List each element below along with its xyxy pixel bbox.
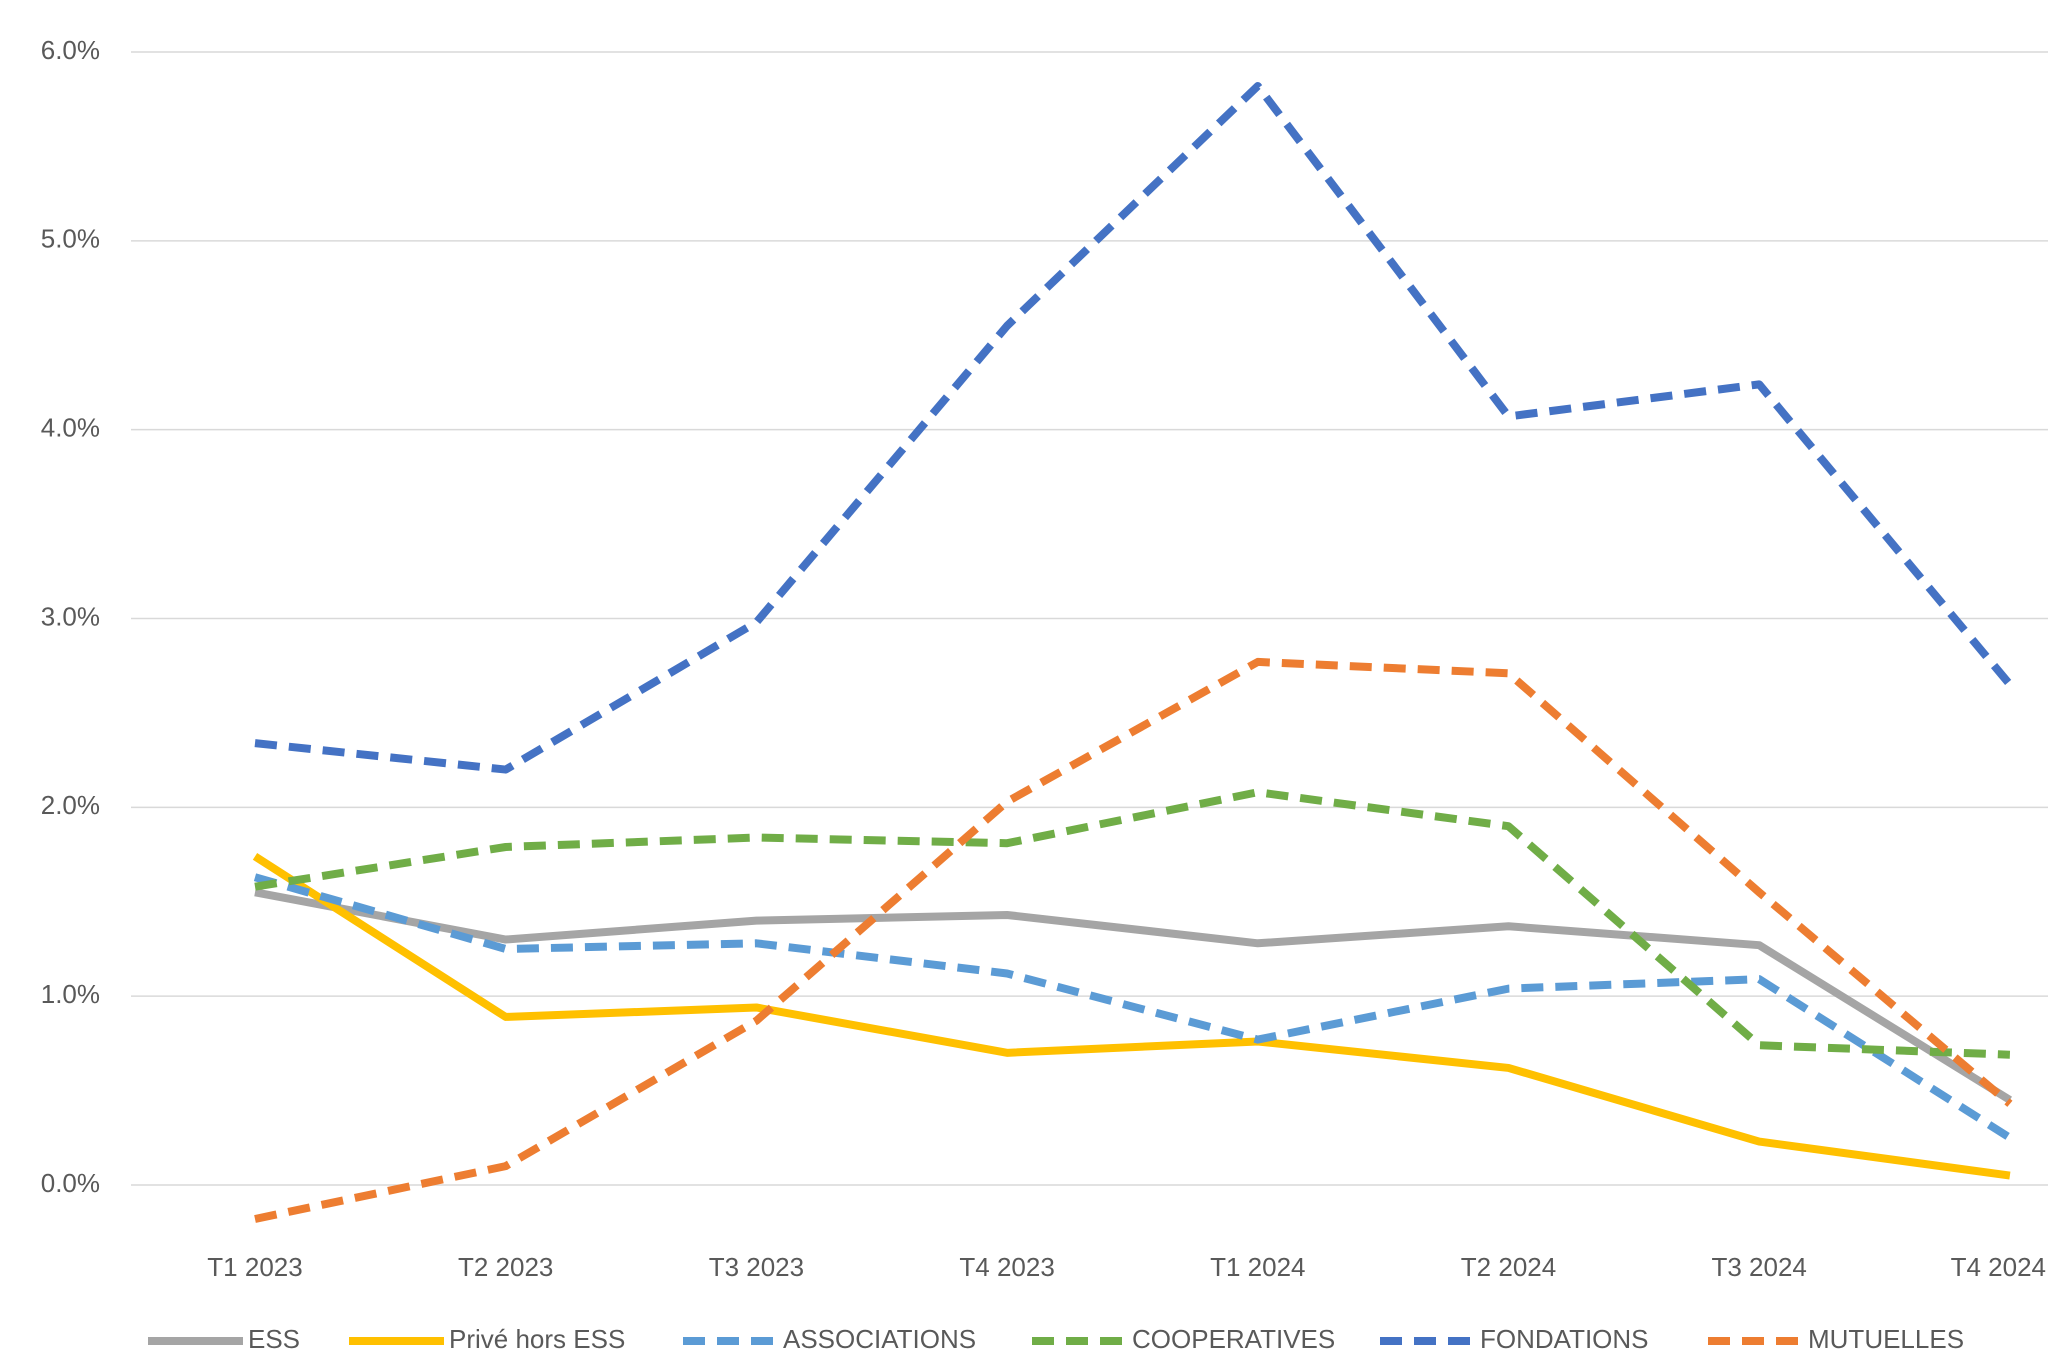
x-tick-label: T4 2024 [1951, 1252, 2046, 1282]
y-tick-label: 5.0% [41, 224, 100, 254]
legend-label: MUTUELLES [1808, 1324, 1964, 1354]
x-tick-label: T4 2023 [959, 1252, 1054, 1282]
y-tick-label: 1.0% [41, 979, 100, 1009]
y-tick-label: 3.0% [41, 601, 100, 631]
y-tick-label: 0.0% [41, 1168, 100, 1198]
y-tick-label: 2.0% [41, 790, 100, 820]
y-tick-label: 6.0% [41, 35, 100, 65]
y-tick-label: 4.0% [41, 413, 100, 443]
x-tick-label: T1 2024 [1210, 1252, 1305, 1282]
legend-label: COOPERATIVES [1132, 1324, 1335, 1354]
series-line [254, 888, 2013, 1104]
series-line [254, 657, 2013, 1223]
legend-label: Privé hors ESS [449, 1324, 625, 1354]
x-tick-label: T3 2024 [1711, 1252, 1806, 1282]
x-tick-label: T2 2024 [1461, 1252, 1556, 1282]
legend-label: ESS [248, 1324, 300, 1354]
x-tick-label: T3 2023 [709, 1252, 804, 1282]
series-line [252, 853, 2011, 1180]
x-tick-label: T1 2023 [207, 1252, 302, 1282]
series-line [253, 873, 2013, 1142]
series-line [254, 788, 2011, 1059]
legend-label: ASSOCIATIONS [783, 1324, 976, 1354]
x-tick-label: T2 2023 [458, 1252, 553, 1282]
legend-label: FONDATIONS [1480, 1324, 1649, 1354]
series-line [254, 81, 2013, 774]
